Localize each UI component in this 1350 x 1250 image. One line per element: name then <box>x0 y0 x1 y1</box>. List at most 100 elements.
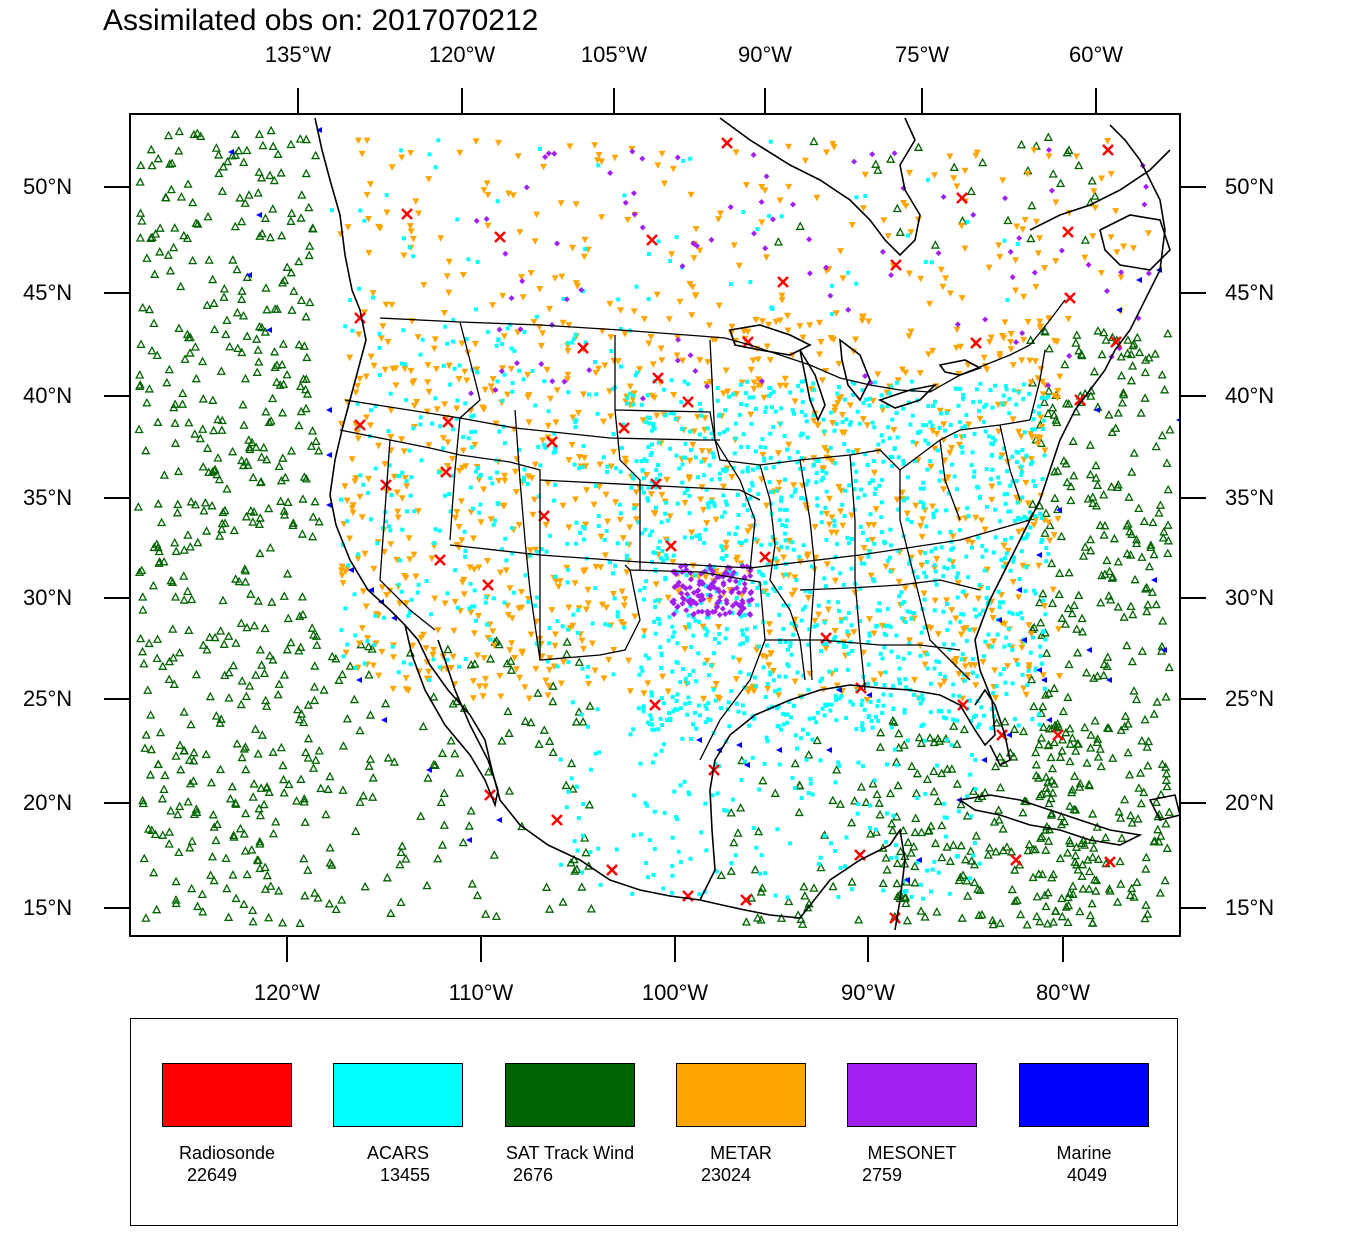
sat-track-wind-marker <box>1113 408 1123 417</box>
acars-marker <box>877 483 882 488</box>
acars-marker <box>1024 516 1029 521</box>
metar-marker <box>1027 456 1035 463</box>
sat-track-wind-marker <box>1136 798 1146 808</box>
acars-marker <box>429 612 434 617</box>
acars-marker <box>453 568 458 573</box>
metar-marker <box>354 435 362 443</box>
acars-marker <box>464 337 469 342</box>
metar-marker <box>362 414 370 421</box>
metar-marker <box>946 290 954 297</box>
mesonet-marker <box>687 352 694 359</box>
metar-marker <box>425 388 433 396</box>
metar-marker <box>1027 631 1035 638</box>
metar-marker <box>461 368 469 376</box>
acars-marker <box>768 139 773 144</box>
sat-track-wind-marker <box>948 840 958 849</box>
legend-count: 4049 <box>1066 1165 1108 1185</box>
metar-marker <box>931 445 939 453</box>
sat-track-wind-marker <box>566 758 577 768</box>
acars-marker <box>921 480 926 485</box>
sat-track-wind-marker <box>238 310 249 320</box>
acars-marker <box>982 568 987 573</box>
sat-track-wind-marker <box>246 505 256 515</box>
sat-track-wind-marker <box>1063 917 1073 927</box>
left-lat-label: 50°N <box>23 174 73 199</box>
metar-marker <box>1036 434 1044 442</box>
sat-track-wind-marker <box>249 620 259 630</box>
sat-track-wind-marker <box>265 232 275 242</box>
mesonet-marker <box>496 326 503 333</box>
sat-track-wind-marker <box>1099 659 1109 669</box>
sat-track-wind-marker <box>191 218 201 227</box>
sat-track-wind-marker <box>308 531 318 541</box>
acars-marker <box>688 856 693 861</box>
acars-marker <box>438 424 443 429</box>
metar-marker <box>663 476 671 484</box>
sat-track-wind-marker <box>135 633 146 643</box>
sat-track-wind-marker <box>164 827 175 836</box>
acars-marker <box>981 419 986 424</box>
acars-marker <box>713 762 718 767</box>
sat-track-wind-marker <box>282 569 293 578</box>
right-lat-label: 30°N <box>1225 585 1275 610</box>
sat-track-wind-marker <box>135 177 145 186</box>
sat-track-wind-marker <box>161 192 171 202</box>
metar-marker <box>1046 537 1054 544</box>
acars-marker <box>841 642 846 647</box>
sat-track-wind-marker <box>933 796 943 806</box>
sat-track-wind-marker <box>228 446 238 456</box>
radiosonde-marker <box>957 699 969 711</box>
acars-marker <box>1011 388 1016 393</box>
acars-marker <box>770 535 775 540</box>
metar-marker <box>434 627 442 634</box>
metar-marker <box>398 436 406 443</box>
acars-marker <box>643 653 648 658</box>
metar-marker <box>815 611 823 619</box>
acars-marker <box>909 894 914 899</box>
metar-marker <box>813 194 821 202</box>
metar-marker <box>666 513 674 520</box>
sat-track-wind-marker <box>1106 481 1117 491</box>
metar-marker <box>980 354 988 362</box>
sat-track-wind-marker <box>259 442 269 452</box>
metar-marker <box>645 340 653 347</box>
sat-track-wind-marker <box>1063 892 1073 902</box>
acars-marker <box>653 752 658 757</box>
metar-marker <box>1041 603 1049 610</box>
marine-marker <box>1106 677 1112 683</box>
metar-marker <box>365 249 373 257</box>
sat-track-wind-marker <box>1162 458 1172 467</box>
acars-marker <box>748 496 753 501</box>
sat-track-wind-marker <box>139 658 149 668</box>
acars-marker <box>943 674 948 679</box>
acars-marker <box>866 681 871 686</box>
metar-marker <box>480 187 488 194</box>
sat-track-wind-marker <box>1054 568 1065 577</box>
sat-track-wind-marker <box>1146 542 1156 552</box>
metar-marker <box>389 654 397 661</box>
sat-track-wind-marker <box>277 407 288 417</box>
sat-track-wind-marker <box>249 507 259 516</box>
radiosonde-marker <box>1104 856 1116 868</box>
sat-track-wind-marker <box>269 175 279 185</box>
metar-marker <box>499 365 507 372</box>
acars-marker <box>835 391 840 396</box>
acars-marker <box>759 853 764 858</box>
acars-marker <box>867 631 872 636</box>
metar-marker <box>894 377 902 384</box>
metar-marker <box>799 334 807 342</box>
metar-marker <box>962 625 970 632</box>
red-x-marker-swatch <box>162 1063 292 1127</box>
acars-marker <box>866 554 871 559</box>
legend-label: Marine <box>1056 1143 1112 1163</box>
acars-marker <box>427 677 432 682</box>
sat-track-wind-marker <box>1147 587 1157 596</box>
sat-track-wind-marker <box>294 420 304 430</box>
sat-track-wind-marker <box>188 776 199 785</box>
metar-marker <box>941 457 949 464</box>
metar-marker <box>926 300 934 308</box>
metar-marker <box>525 419 533 426</box>
sat-track-wind-marker <box>268 204 278 213</box>
metar-marker <box>378 648 386 656</box>
acars-marker <box>768 542 773 547</box>
